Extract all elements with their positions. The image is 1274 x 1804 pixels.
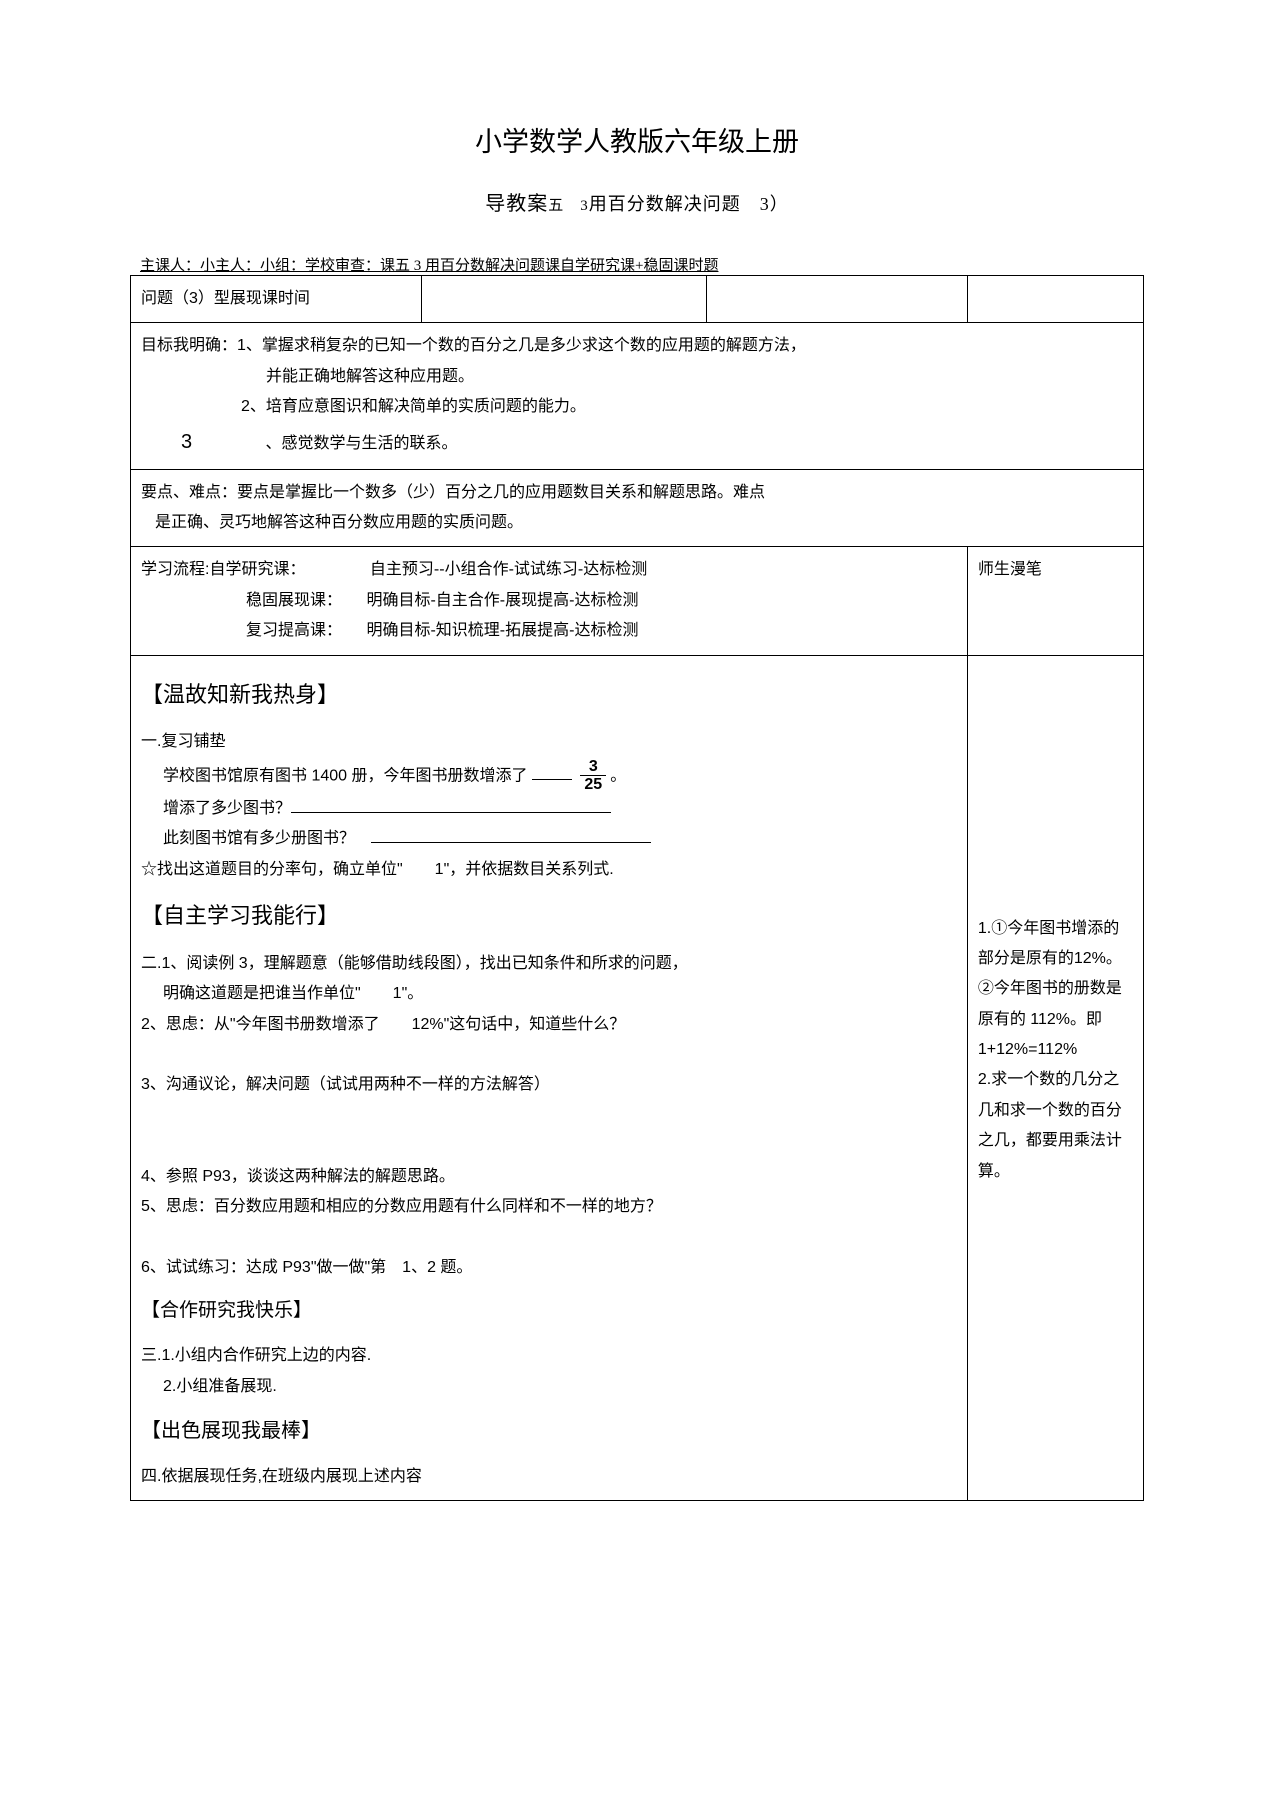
s1-l1a: 学校图书馆原有图书 1400 册，今年图书册数增添了 [163,767,528,784]
s2-l4: 4、参照 P93，谈谈这两种解法的解题思路。 [141,1162,957,1192]
s1-line3: 此刻图书馆有多少册图书？ [141,824,957,854]
doc-title: 小学数学人教版六年级上册 [130,120,1144,159]
note-4: 2.求一个数的几分之几和求一个数的百分之几，都要用乘法计算。 [978,1065,1133,1187]
blank-3 [371,826,651,843]
flow-l1a: 自学研究课： [209,561,305,578]
s3-l2: 2.小组准备展现. [141,1372,957,1402]
header-c3 [706,276,967,323]
goal-1: 1、掌握求稍复杂的已知一个数的百分之几是多少求这个数的应用题的解题方法， [237,337,806,354]
section-1-title: 【温故知新我热身】 [141,674,957,716]
flow-l3a: 复习提高课： [141,622,342,639]
goals-cell: 目标我明确：1、掌握求稍复杂的已知一个数的百分之几是多少求这个数的应用题的解题方… [131,323,1144,469]
section-2-title: 【自主学习我能行】 [141,895,957,937]
s2-l1b: 明确这道题是把谁当作单位" 1"。 [141,979,957,1009]
s2-l1: 二.1、阅读例 3，理解题意（能够借助线段图），找出已知条件和所求的问题， [141,949,957,979]
goal-2: 2、培育应意图识和解决简单的实质问题的能力。 [141,398,586,415]
s1-l3: 此刻图书馆有多少册图书？ [163,830,355,847]
flow-row: 学习流程:自学研究课： 自主预习--小组合作-试试练习-达标检测 稳固展现课： … [131,547,1144,655]
main-table: 问题（3）型展现课时间 目标我明确：1、掌握求稍复杂的已知一个数的百分之几是多少… [130,275,1144,1501]
s2-l2: 2、思虑：从"今年图书册数增添了 12%"这句话中，知道些什么？ [141,1010,957,1040]
goal-3: 、感觉数学与生活的联系。 [235,435,457,452]
s1-l1b: 。 [610,767,626,784]
subtitle-small: 五 3 [548,198,589,214]
frac-num: 3 [580,758,606,777]
body-right: 1.①今年图书增添的部分是原有的12%。 ②今年图书的册数是原有的 112%。即… [967,655,1143,1501]
subtitle-mid: 用百分数解决问题 3） [589,194,789,214]
goals-label: 目标我明确： [141,337,237,354]
points-l2: 是正确、灵巧地解答这种百分数应用题的实质问题。 [141,514,523,531]
meta-line: 主课人：小主人：小组：学校审查：课五 3 用百分数解决问题课自学研究课+稳固课时… [130,254,1144,275]
section-3-title: 【合作研究我快乐】 [141,1293,957,1329]
s2-l5: 5、思虑：百分数应用题和相应的分数应用题有什么同样和不一样的地方？ [141,1192,957,1222]
subtitle-prefix: 导教案 [485,193,548,215]
s2-l3: 3、沟通议论，解决问题（试试用两种不一样的方法解答） [141,1070,957,1100]
note-3: 1+12%=112% [978,1035,1133,1065]
note-1: 1.①今年图书增添的部分是原有的12%。 [978,914,1133,975]
points-l1: 要点、难点：要点是掌握比一个数多（少）百分之几的应用题数目关系和解题思路。难点 [141,484,765,501]
body-row: 【温故知新我热身】 一.复习铺垫 学校图书馆原有图书 1400 册，今年图书册数… [131,655,1144,1501]
points-row: 要点、难点：要点是掌握比一个数多（少）百分之几的应用题数目关系和解题思路。难点 … [131,469,1144,547]
note-2: ②今年图书的册数是原有的 112%。即 [978,974,1133,1035]
fraction-3-25: 3 25 [580,758,606,794]
blank-1 [532,763,572,780]
flow-right: 师生漫笔 [967,547,1143,655]
flow-l2b: 明确目标-自主合作-展现提高-达标检测 [346,592,638,609]
points-cell: 要点、难点：要点是掌握比一个数多（少）百分之几的应用题数目关系和解题思路。难点 … [131,469,1144,547]
s3-l1: 三.1.小组内合作研究上边的内容. [141,1341,957,1371]
s1-l2: 增添了多少图书？ [163,800,291,817]
flow-left: 学习流程:自学研究课： 自主预习--小组合作-试试练习-达标检测 稳固展现课： … [131,547,968,655]
s1-line2: 增添了多少图书？ [141,794,957,824]
flow-l2a: 稳固展现课： [141,592,342,609]
s4-l1: 四.依据展现任务,在班级内展现上述内容 [141,1462,957,1492]
body-left: 【温故知新我热身】 一.复习铺垫 学校图书馆原有图书 1400 册，今年图书册数… [131,655,968,1501]
goal-1b: 并能正确地解答这种应用题。 [141,368,474,385]
goal-3-num: 3 [141,423,231,461]
s1-line1: 学校图书馆原有图书 1400 册，今年图书册数增添了 3 25 。 [141,758,957,794]
flow-label: 学习流程: [141,561,209,578]
header-c4 [967,276,1143,323]
frac-den: 25 [580,776,606,794]
header-c2 [421,276,706,323]
section-4-title: 【出色展现我最棒】 [141,1412,957,1450]
flow-l1b: 自主预习--小组合作-试试练习-达标检测 [310,561,647,578]
header-row: 问题（3）型展现课时间 [131,276,1144,323]
flow-l3b: 明确目标-知识梳理-拓展提高-达标检测 [346,622,638,639]
s1-heading: 一.复习铺垫 [141,727,957,757]
blank-2 [291,796,611,813]
s2-l6: 6、试试练习：达成 P93"做一做"第 1、2 题。 [141,1253,957,1283]
goals-row: 目标我明确：1、掌握求稍复杂的已知一个数的百分之几是多少求这个数的应用题的解题方… [131,323,1144,469]
s1-line4: ☆找出这道题目的分率句，确立单位" 1"，并依据数目关系列式. [141,855,957,885]
header-c1: 问题（3）型展现课时间 [131,276,422,323]
doc-subtitle: 导教案五 3用百分数解决问题 3） [130,187,1144,216]
